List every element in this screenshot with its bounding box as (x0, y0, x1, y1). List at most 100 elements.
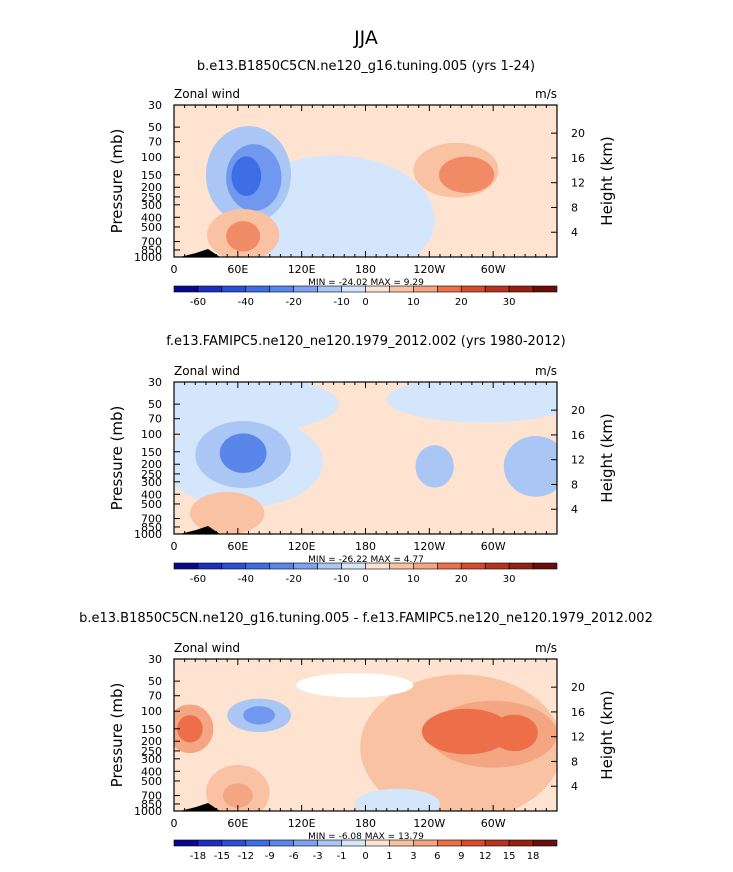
panel-title: f.e13.FAMIPC5.ne120_ne120.1979_2012.002 … (166, 334, 565, 349)
colorbar-label: 12 (479, 851, 492, 862)
units-label: m/s (535, 641, 557, 655)
contour-region (177, 715, 203, 743)
y-tick-label: 850 (141, 244, 162, 257)
height-tick-label: 16 (571, 429, 585, 442)
colorbar: -60 -40 -20 -10 0 10 20 30 (173, 562, 558, 585)
panel-2: f.e13.FAMIPC5.ne120_ne120.1979_2012.002 … (108, 334, 616, 585)
y-tick-label: 70 (148, 136, 162, 149)
height-tick-label: 16 (571, 152, 585, 165)
height-axis-label: Height (km) (598, 413, 616, 502)
colorbar-label: 30 (503, 574, 516, 585)
contour-region (354, 788, 440, 811)
colorbar-swatch (173, 285, 199, 293)
colorbar-label: -15 (214, 851, 230, 862)
colorbar-swatch (245, 285, 271, 293)
contour-fills (180, 126, 499, 257)
colorbar-label: -40 (238, 297, 254, 308)
x-tick-label: 120E (288, 817, 316, 830)
colorbar-swatch (269, 562, 294, 570)
y-tick-label: 100 (141, 428, 162, 441)
x-tick-label: 120W (413, 540, 445, 553)
colorbar-label: 18 (527, 851, 540, 862)
height-tick-label: 20 (571, 404, 585, 417)
colorbar-label: -60 (190, 297, 206, 308)
contour-region (438, 156, 495, 194)
colorbar-label: -3 (313, 851, 323, 862)
height-tick-label: 4 (571, 503, 578, 516)
y-tick-label: 100 (141, 705, 162, 718)
page-title: JJA (353, 27, 378, 49)
colorbar-swatch (437, 285, 462, 293)
y-tick-label: 700 (141, 790, 162, 803)
min-max-readout: MIN = -6.08 MAX = 13.79 (308, 832, 424, 842)
topography-mask (180, 249, 220, 257)
min-max-readout: MIN = -26.22 MAX = 4.77 (308, 555, 424, 565)
colorbar-swatch (293, 285, 318, 293)
y-tick-label: 850 (141, 521, 162, 534)
y-tick-label: 30 (148, 376, 162, 389)
colorbar-label: 30 (503, 297, 516, 308)
colorbar-label: 0 (362, 297, 368, 308)
colorbar-swatch (317, 285, 342, 293)
x-tick-label: 180 (355, 263, 376, 276)
height-tick-label: 8 (571, 201, 578, 214)
colorbar-swatch (437, 562, 462, 570)
colorbar-label: 10 (407, 574, 420, 585)
colorbar-label: -20 (286, 574, 302, 585)
height-tick-label: 12 (571, 454, 585, 467)
colorbar-swatch (484, 839, 510, 847)
contour-region (231, 156, 262, 196)
y-tick-label: 30 (148, 653, 162, 666)
height-tick-label: 8 (571, 755, 578, 768)
colorbar-swatch (484, 562, 510, 570)
contour-region (415, 445, 454, 488)
colorbar-swatch (197, 839, 223, 847)
colorbar-label: 0 (362, 851, 368, 862)
height-tick-label: 8 (571, 478, 578, 491)
y-tick-label: 250 (141, 745, 162, 758)
panel-title: b.e13.B1850C5CN.ne120_g16.tuning.005 - f… (79, 611, 653, 626)
y-tick-label: 50 (148, 121, 162, 134)
colorbar-swatch (508, 285, 534, 293)
colorbar-swatch (389, 285, 414, 293)
colorbar-swatch (365, 285, 390, 293)
height-axis-label: Height (km) (598, 690, 616, 779)
topography-mask (180, 526, 220, 534)
colorbar-label: 6 (434, 851, 440, 862)
colorbar-swatch (508, 839, 534, 847)
colorbar-label: -60 (190, 574, 206, 585)
colorbar-label: -12 (238, 851, 254, 862)
y-tick-label: 1000 (134, 805, 162, 818)
colorbar-label: -9 (265, 851, 275, 862)
colorbar-label: -10 (333, 297, 349, 308)
colorbar-swatch (341, 839, 366, 847)
colorbar-swatch (413, 285, 438, 293)
y-tick-label: 400 (141, 488, 162, 501)
colorbar-swatch (532, 285, 558, 293)
panel-3: b.e13.B1850C5CN.ne120_g16.tuning.005 - f… (79, 611, 653, 862)
colorbar-label: 3 (410, 851, 416, 862)
min-max-readout: MIN = -24.02 MAX = 9.29 (308, 278, 424, 288)
colorbar-swatch (269, 285, 294, 293)
colorbar-swatch (341, 562, 366, 570)
x-tick-label: 0 (171, 817, 178, 830)
y-tick-label: 700 (141, 236, 162, 249)
colorbar-label: 1 (386, 851, 392, 862)
contour-region (189, 492, 265, 534)
x-tick-label: 0 (171, 540, 178, 553)
contour-region (503, 435, 557, 497)
y-tick-label: 150 (141, 723, 162, 736)
colorbar-swatch (341, 285, 366, 293)
x-tick-label: 60W (481, 263, 506, 276)
height-tick-label: 12 (571, 177, 585, 190)
colorbar-swatch (317, 839, 342, 847)
colorbar-swatch (197, 562, 223, 570)
height-tick-label: 16 (571, 706, 585, 719)
y-tick-label: 150 (141, 169, 162, 182)
height-axis-label: Height (km) (598, 136, 616, 225)
colorbar-swatch (460, 562, 486, 570)
colorbar-swatch (245, 839, 271, 847)
contour-region (222, 783, 253, 808)
colorbar-swatch (221, 839, 247, 847)
colorbar-label: -1 (337, 851, 347, 862)
